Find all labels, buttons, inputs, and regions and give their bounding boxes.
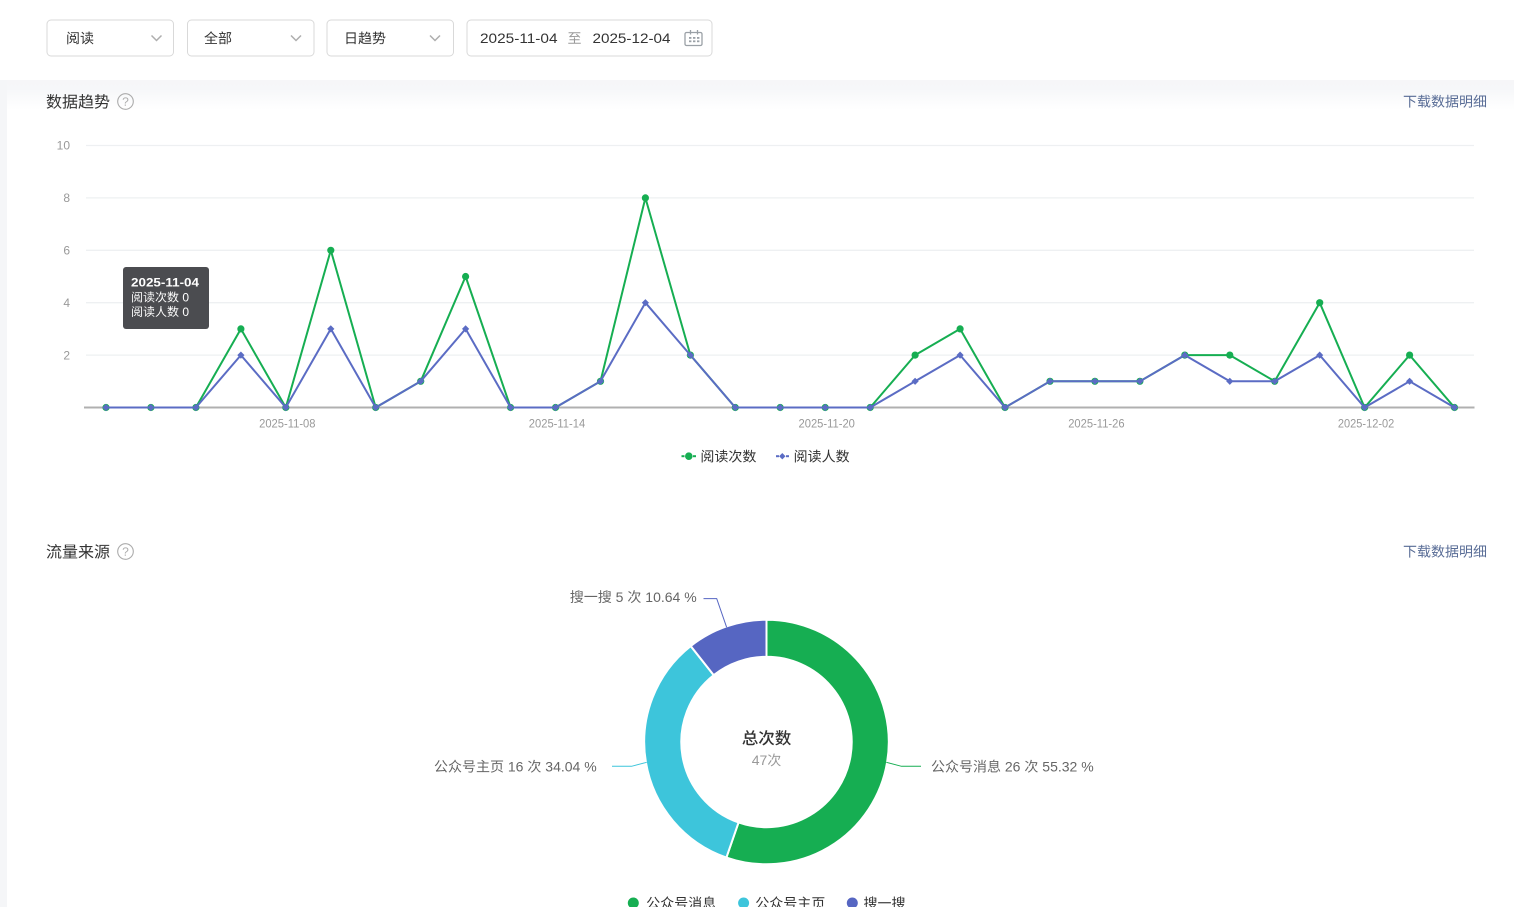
svg-text:26: 26 <box>1001 759 1024 775</box>
svg-text:10: 10 <box>57 139 71 153</box>
svg-text:2025-12-02: 2025-12-02 <box>1338 417 1395 431</box>
svg-text:8: 8 <box>63 191 70 205</box>
svg-text:2025-11-20: 2025-11-20 <box>799 417 856 431</box>
svg-text:55.32 %: 55.32 % <box>1038 759 1093 775</box>
svg-text:2025-11-08: 2025-11-08 <box>259 417 316 431</box>
svg-text:0: 0 <box>179 305 189 319</box>
svg-text:4: 4 <box>63 296 70 310</box>
svg-text:2025-11-04: 2025-11-04 <box>131 276 199 290</box>
svg-text:2025-11-04: 2025-11-04 <box>480 30 558 46</box>
svg-text:34.04 %: 34.04 % <box>541 759 596 775</box>
svg-text:2025-12-04: 2025-12-04 <box>593 30 671 46</box>
svg-text:2025-11-26: 2025-11-26 <box>1068 417 1125 431</box>
svg-text:5: 5 <box>612 589 628 605</box>
svg-text:2: 2 <box>63 348 70 362</box>
svg-text:16: 16 <box>504 759 527 775</box>
svg-text:2025-11-14: 2025-11-14 <box>529 417 586 431</box>
svg-text:47: 47 <box>752 752 768 768</box>
svg-text:6: 6 <box>63 244 70 258</box>
svg-text:0: 0 <box>179 291 189 305</box>
svg-text:10.64 %: 10.64 % <box>641 589 696 605</box>
